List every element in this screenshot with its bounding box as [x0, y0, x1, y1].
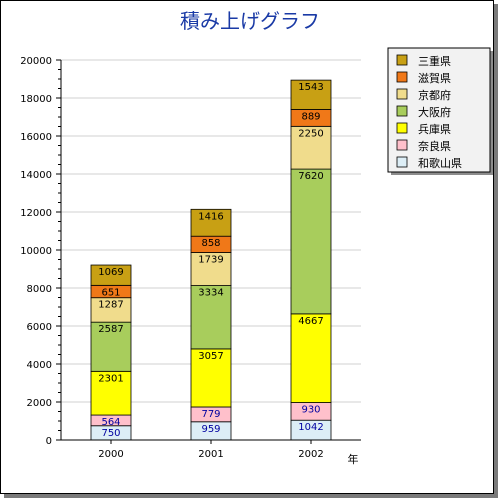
y-tick-label: 14000 — [20, 170, 52, 181]
y-tick-label: 18000 — [20, 94, 52, 105]
x-tick-label: 2000 — [98, 449, 123, 460]
y-tick-label: 10000 — [20, 246, 52, 257]
legend-label: 三重県 — [418, 54, 451, 68]
y-tick-label: 6000 — [27, 322, 52, 333]
data-label: 959 — [201, 424, 220, 435]
data-label: 930 — [301, 405, 320, 416]
y-tick-label: 2000 — [27, 398, 52, 409]
bar-segment — [290, 125, 332, 170]
data-label: 564 — [101, 417, 120, 428]
bar-segment — [290, 168, 332, 315]
data-label: 1042 — [298, 422, 323, 433]
y-tick-label: 0 — [46, 436, 52, 447]
legend-label: 京都府 — [418, 88, 451, 102]
data-label: 651 — [101, 287, 120, 298]
data-label: 779 — [201, 409, 220, 420]
data-label: 1287 — [98, 300, 123, 311]
legend-swatch — [396, 71, 408, 83]
y-tick-label: 12000 — [20, 208, 52, 219]
data-label: 889 — [301, 111, 320, 122]
bar-segment — [190, 208, 232, 237]
bar-segment — [290, 79, 332, 110]
x-tick-label: 2002 — [298, 449, 323, 460]
y-tick-label: 16000 — [20, 132, 52, 143]
data-label: 2250 — [298, 128, 323, 139]
y-tick-label: 4000 — [27, 360, 52, 371]
bar-segment — [190, 252, 232, 286]
bar-segment — [190, 285, 232, 350]
data-label: 2301 — [98, 373, 123, 384]
legend-label: 和歌山県 — [418, 156, 462, 170]
legend-swatch — [396, 88, 408, 100]
legend-swatch — [396, 122, 408, 134]
axes-group: 0 2000 4000 6000 8000 10000 12000 14000 16000 180… — [20, 56, 361, 460]
data-label: 858 — [201, 238, 220, 249]
data-label: 1416 — [198, 211, 223, 222]
bar-segment — [90, 321, 132, 372]
legend-swatch — [396, 156, 408, 168]
legend-label: 兵庫県 — [418, 122, 451, 136]
legend-swatch — [396, 105, 408, 117]
data-label: 3334 — [198, 288, 223, 299]
data-label: 750 — [101, 428, 120, 439]
x-tick-label: 2001 — [198, 449, 223, 460]
chart-title: 積み上げグラフ — [180, 9, 320, 33]
bar-segment — [190, 348, 232, 408]
y-tick-label: 20000 — [20, 56, 52, 67]
y-tick-label: 8000 — [27, 284, 52, 295]
data-label: 2587 — [98, 324, 123, 335]
data-label: 3057 — [198, 351, 223, 362]
data-label: 1069 — [98, 267, 123, 278]
bar-segment — [90, 264, 132, 286]
legend-swatch — [396, 139, 408, 151]
data-label: 1543 — [298, 82, 323, 93]
x-axis-label: 年 — [348, 452, 359, 466]
legend-swatch — [396, 54, 408, 66]
bar-segment — [290, 313, 332, 403]
legend-label: 奈良県 — [418, 139, 451, 153]
data-label: 1739 — [198, 255, 223, 266]
data-label: 7620 — [298, 171, 323, 182]
data-label: 4667 — [298, 316, 323, 327]
bar-segment — [90, 297, 132, 323]
legend-label: 大阪府 — [418, 105, 451, 119]
legend-label: 滋賀県 — [418, 72, 451, 85]
